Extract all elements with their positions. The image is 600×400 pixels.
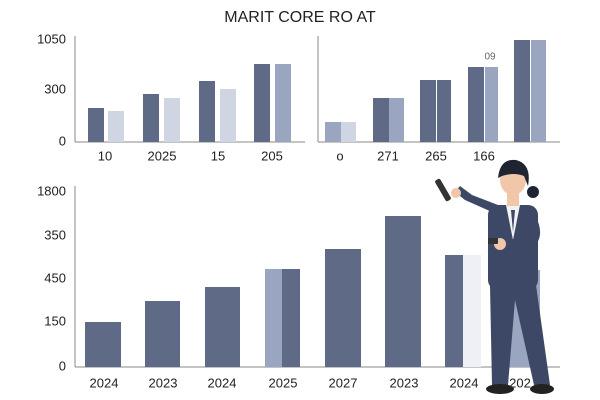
bar	[205, 287, 240, 367]
bar	[468, 67, 484, 142]
bar	[341, 122, 356, 142]
bar	[220, 89, 236, 142]
bar	[108, 111, 124, 142]
bar	[265, 269, 282, 367]
x-label: 2027	[329, 375, 358, 390]
x-label: 2025	[148, 148, 177, 163]
bar	[514, 40, 530, 142]
x-label: 2024	[450, 375, 479, 390]
x-label: 205	[261, 148, 283, 163]
panel-bottom	[74, 186, 560, 368]
panel-top-left	[74, 36, 305, 143]
bar	[282, 269, 300, 367]
bar	[385, 216, 421, 367]
bar	[445, 255, 463, 367]
bar	[463, 255, 481, 367]
bar	[199, 81, 215, 142]
x-label: 166	[473, 148, 495, 163]
bar	[485, 67, 498, 142]
y-label: 1050	[37, 31, 66, 46]
y-label: 0	[59, 358, 66, 373]
y-label: 150	[44, 313, 66, 328]
bar	[88, 108, 104, 142]
panel-top-right	[317, 36, 560, 143]
y-label: 450	[44, 270, 66, 285]
x-label: 2024	[208, 375, 237, 390]
y-label: 350	[44, 227, 66, 242]
bar	[85, 322, 121, 367]
x-label: 15	[211, 148, 225, 163]
bar	[145, 301, 180, 367]
person	[435, 159, 554, 394]
bar	[325, 249, 361, 367]
bar	[373, 98, 389, 142]
x-label: o	[336, 148, 343, 163]
bar	[389, 98, 404, 142]
bar	[531, 40, 546, 142]
bar	[437, 80, 451, 142]
y-label: 0	[59, 133, 66, 148]
x-label: 2023	[149, 375, 178, 390]
x-label: 271	[377, 148, 399, 163]
x-label: 2024	[90, 375, 119, 390]
title: MARIT CORE RO AT	[224, 9, 376, 26]
bar	[143, 94, 159, 142]
x-label: 2023	[390, 375, 419, 390]
x-label: 10	[98, 148, 112, 163]
y-label: 300	[44, 81, 66, 96]
bar	[254, 64, 270, 142]
y-label: 1800	[37, 183, 66, 198]
x-label: 265	[425, 148, 447, 163]
bar	[420, 80, 436, 142]
x-label: 202	[509, 375, 531, 390]
bar	[325, 122, 341, 142]
annotation: 09	[484, 52, 496, 63]
bar	[275, 64, 291, 142]
x-label: 2025	[269, 375, 298, 390]
bar	[164, 98, 180, 142]
